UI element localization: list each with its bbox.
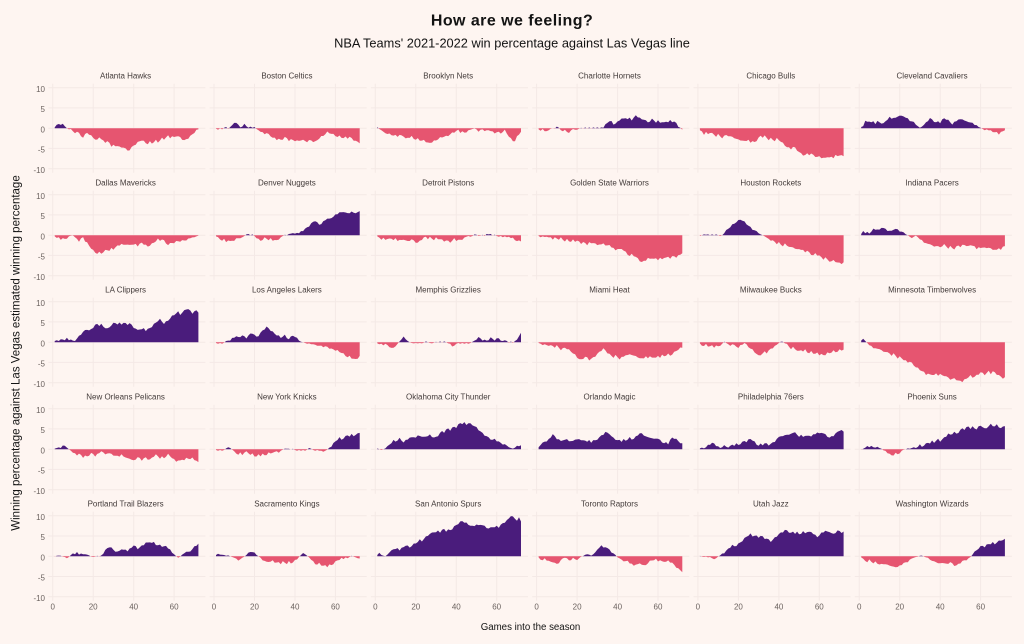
svg-text:5: 5 bbox=[41, 319, 46, 328]
svg-text:20: 20 bbox=[573, 602, 582, 611]
svg-text:10: 10 bbox=[36, 406, 45, 415]
svg-text:Houston Rockets: Houston Rockets bbox=[740, 179, 801, 188]
svg-text:Oklahoma City Thunder: Oklahoma City Thunder bbox=[406, 393, 491, 402]
svg-text:0: 0 bbox=[534, 602, 539, 611]
svg-text:10: 10 bbox=[36, 85, 45, 94]
svg-text:0: 0 bbox=[373, 602, 378, 611]
svg-text:New Orleans Pelicans: New Orleans Pelicans bbox=[86, 393, 165, 402]
svg-text:Winning percentage against Las: Winning percentage against Las Vegas est… bbox=[11, 175, 23, 530]
svg-text:Denver Nuggets: Denver Nuggets bbox=[258, 179, 316, 188]
svg-text:40: 40 bbox=[129, 602, 138, 611]
svg-text:20: 20 bbox=[411, 602, 420, 611]
svg-text:Memphis Grizzlies: Memphis Grizzlies bbox=[416, 286, 481, 295]
svg-text:20: 20 bbox=[89, 602, 98, 611]
svg-text:San Antonio Spurs: San Antonio Spurs bbox=[415, 500, 481, 509]
svg-text:5: 5 bbox=[41, 212, 46, 221]
svg-text:Detroit Pistons: Detroit Pistons bbox=[422, 179, 474, 188]
svg-text:40: 40 bbox=[452, 602, 461, 611]
svg-text:LA Clippers: LA Clippers bbox=[105, 286, 146, 295]
svg-text:10: 10 bbox=[36, 299, 45, 308]
svg-text:0: 0 bbox=[41, 232, 46, 241]
svg-text:0: 0 bbox=[41, 446, 46, 455]
svg-text:-5: -5 bbox=[38, 360, 46, 369]
svg-text:Minnesota Timberwolves: Minnesota Timberwolves bbox=[888, 286, 976, 295]
svg-text:0: 0 bbox=[41, 339, 46, 348]
svg-text:60: 60 bbox=[976, 602, 985, 611]
svg-text:Charlotte Hornets: Charlotte Hornets bbox=[578, 72, 641, 81]
svg-text:Orlando Magic: Orlando Magic bbox=[583, 393, 635, 402]
svg-text:20: 20 bbox=[250, 602, 259, 611]
svg-text:-5: -5 bbox=[38, 146, 46, 155]
svg-text:Toronto Raptors: Toronto Raptors bbox=[581, 500, 638, 509]
svg-text:-5: -5 bbox=[38, 467, 46, 476]
svg-text:-10: -10 bbox=[33, 380, 45, 389]
svg-text:60: 60 bbox=[815, 602, 824, 611]
svg-text:0: 0 bbox=[212, 602, 217, 611]
svg-text:Dallas Mavericks: Dallas Mavericks bbox=[95, 179, 155, 188]
svg-text:NBA Teams' 2021-2022 win perce: NBA Teams' 2021-2022 win percentage agai… bbox=[334, 36, 690, 51]
svg-text:Los Angeles Lakers: Los Angeles Lakers bbox=[252, 286, 322, 295]
svg-text:-10: -10 bbox=[33, 487, 45, 496]
svg-text:Boston Celtics: Boston Celtics bbox=[261, 72, 312, 81]
svg-text:0: 0 bbox=[857, 602, 862, 611]
svg-text:20: 20 bbox=[895, 602, 904, 611]
svg-text:Brooklyn Nets: Brooklyn Nets bbox=[423, 72, 473, 81]
svg-text:Atlanta Hawks: Atlanta Hawks bbox=[100, 72, 151, 81]
svg-text:0: 0 bbox=[41, 125, 46, 134]
svg-text:0: 0 bbox=[41, 553, 46, 562]
svg-text:40: 40 bbox=[936, 602, 945, 611]
svg-text:20: 20 bbox=[734, 602, 743, 611]
svg-text:Portland Trail Blazers: Portland Trail Blazers bbox=[88, 500, 164, 509]
svg-text:Philadelphia 76ers: Philadelphia 76ers bbox=[738, 393, 804, 402]
svg-text:Cleveland Cavaliers: Cleveland Cavaliers bbox=[897, 72, 968, 81]
svg-text:40: 40 bbox=[291, 602, 300, 611]
svg-text:-10: -10 bbox=[33, 594, 45, 603]
svg-text:Sacramento Kings: Sacramento Kings bbox=[254, 500, 319, 509]
svg-text:-5: -5 bbox=[38, 253, 46, 262]
svg-text:10: 10 bbox=[36, 513, 45, 522]
svg-text:Indiana Pacers: Indiana Pacers bbox=[905, 179, 958, 188]
svg-text:5: 5 bbox=[41, 426, 46, 435]
svg-text:Milwaukee Bucks: Milwaukee Bucks bbox=[740, 286, 802, 295]
svg-text:Washington Wizards: Washington Wizards bbox=[896, 500, 969, 509]
svg-text:5: 5 bbox=[41, 533, 46, 542]
svg-text:Phoenix Suns: Phoenix Suns bbox=[907, 393, 956, 402]
svg-text:0: 0 bbox=[50, 602, 55, 611]
svg-text:Miami Heat: Miami Heat bbox=[589, 286, 630, 295]
svg-text:60: 60 bbox=[654, 602, 663, 611]
svg-text:60: 60 bbox=[492, 602, 501, 611]
svg-text:Games into the season: Games into the season bbox=[481, 622, 581, 633]
svg-text:0: 0 bbox=[696, 602, 701, 611]
svg-text:New York Knicks: New York Knicks bbox=[257, 393, 317, 402]
svg-text:60: 60 bbox=[170, 602, 179, 611]
svg-text:Chicago Bulls: Chicago Bulls bbox=[746, 72, 795, 81]
svg-text:Utah Jazz: Utah Jazz bbox=[753, 500, 789, 509]
svg-text:40: 40 bbox=[613, 602, 622, 611]
svg-text:Golden State Warriors: Golden State Warriors bbox=[570, 179, 649, 188]
svg-text:-10: -10 bbox=[33, 166, 45, 175]
svg-text:-10: -10 bbox=[33, 273, 45, 282]
svg-text:-5: -5 bbox=[38, 574, 46, 583]
svg-text:60: 60 bbox=[331, 602, 340, 611]
svg-text:How are we feeling?: How are we feeling? bbox=[431, 13, 593, 30]
svg-text:5: 5 bbox=[41, 105, 46, 114]
svg-text:10: 10 bbox=[36, 192, 45, 201]
svg-text:40: 40 bbox=[774, 602, 783, 611]
